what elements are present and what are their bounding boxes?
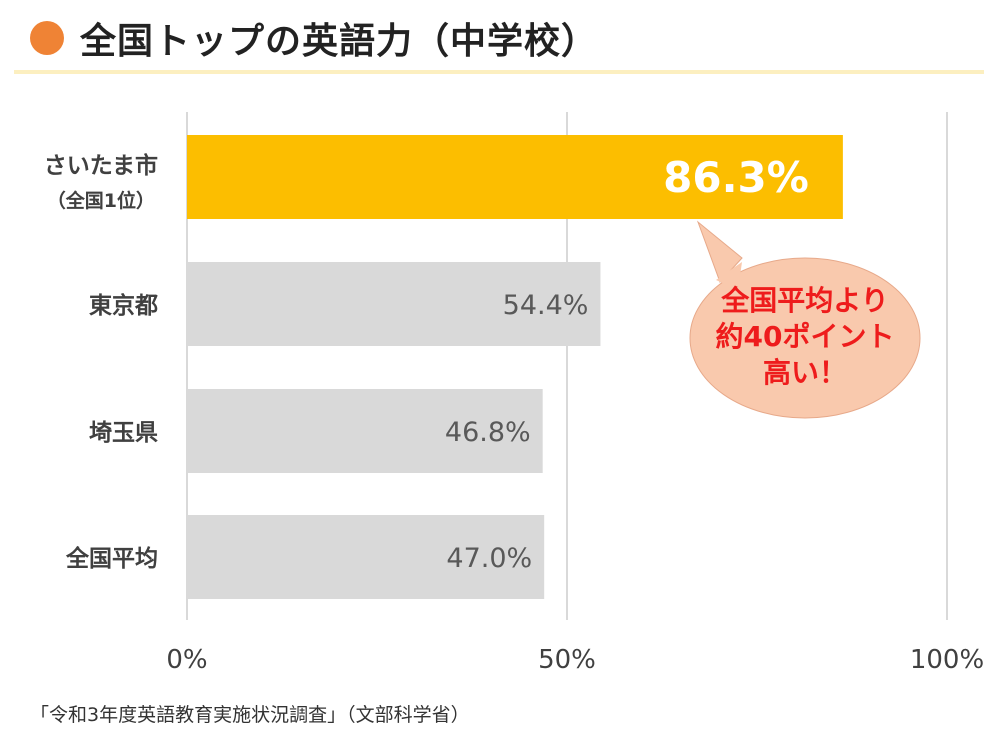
bar-value-label: 47.0%: [446, 543, 532, 574]
source-note: 「令和3年度英語教育実施状況調査」（文部科学省）: [30, 704, 470, 726]
title-underline: [14, 70, 984, 74]
bar-0: [187, 135, 843, 219]
chart-title-row: 全国トップの英語力（中学校）: [30, 8, 598, 68]
category-label: 埼玉県: [89, 420, 158, 446]
callout-bubble: [689, 257, 921, 419]
callout-line: 約40ポイント: [716, 320, 895, 353]
category-label: さいたま市: [44, 152, 158, 179]
category-label: 全国平均: [65, 545, 158, 572]
bar-value-label: 54.4%: [503, 290, 589, 321]
callout-line: 高い！: [763, 356, 847, 389]
callout-line: 全国平均より: [720, 284, 888, 317]
x-tick-label: 100%: [910, 645, 984, 675]
bar-value-label: 46.8%: [445, 417, 531, 448]
bar-2: [187, 389, 543, 473]
bar-1: [187, 262, 601, 346]
x-tick-label: 50%: [538, 645, 596, 675]
category-label: 東京都: [89, 292, 158, 319]
callout-seam: [716, 262, 742, 290]
x-tick-label: 0%: [166, 645, 207, 675]
title-bullet-icon: [30, 21, 64, 55]
category-sublabel: （全国1位）: [47, 189, 155, 212]
chart-title: 全国トップの英語力（中学校）: [80, 21, 599, 62]
bar-3: [187, 515, 545, 599]
bar-value-label: 86.3%: [663, 153, 809, 202]
